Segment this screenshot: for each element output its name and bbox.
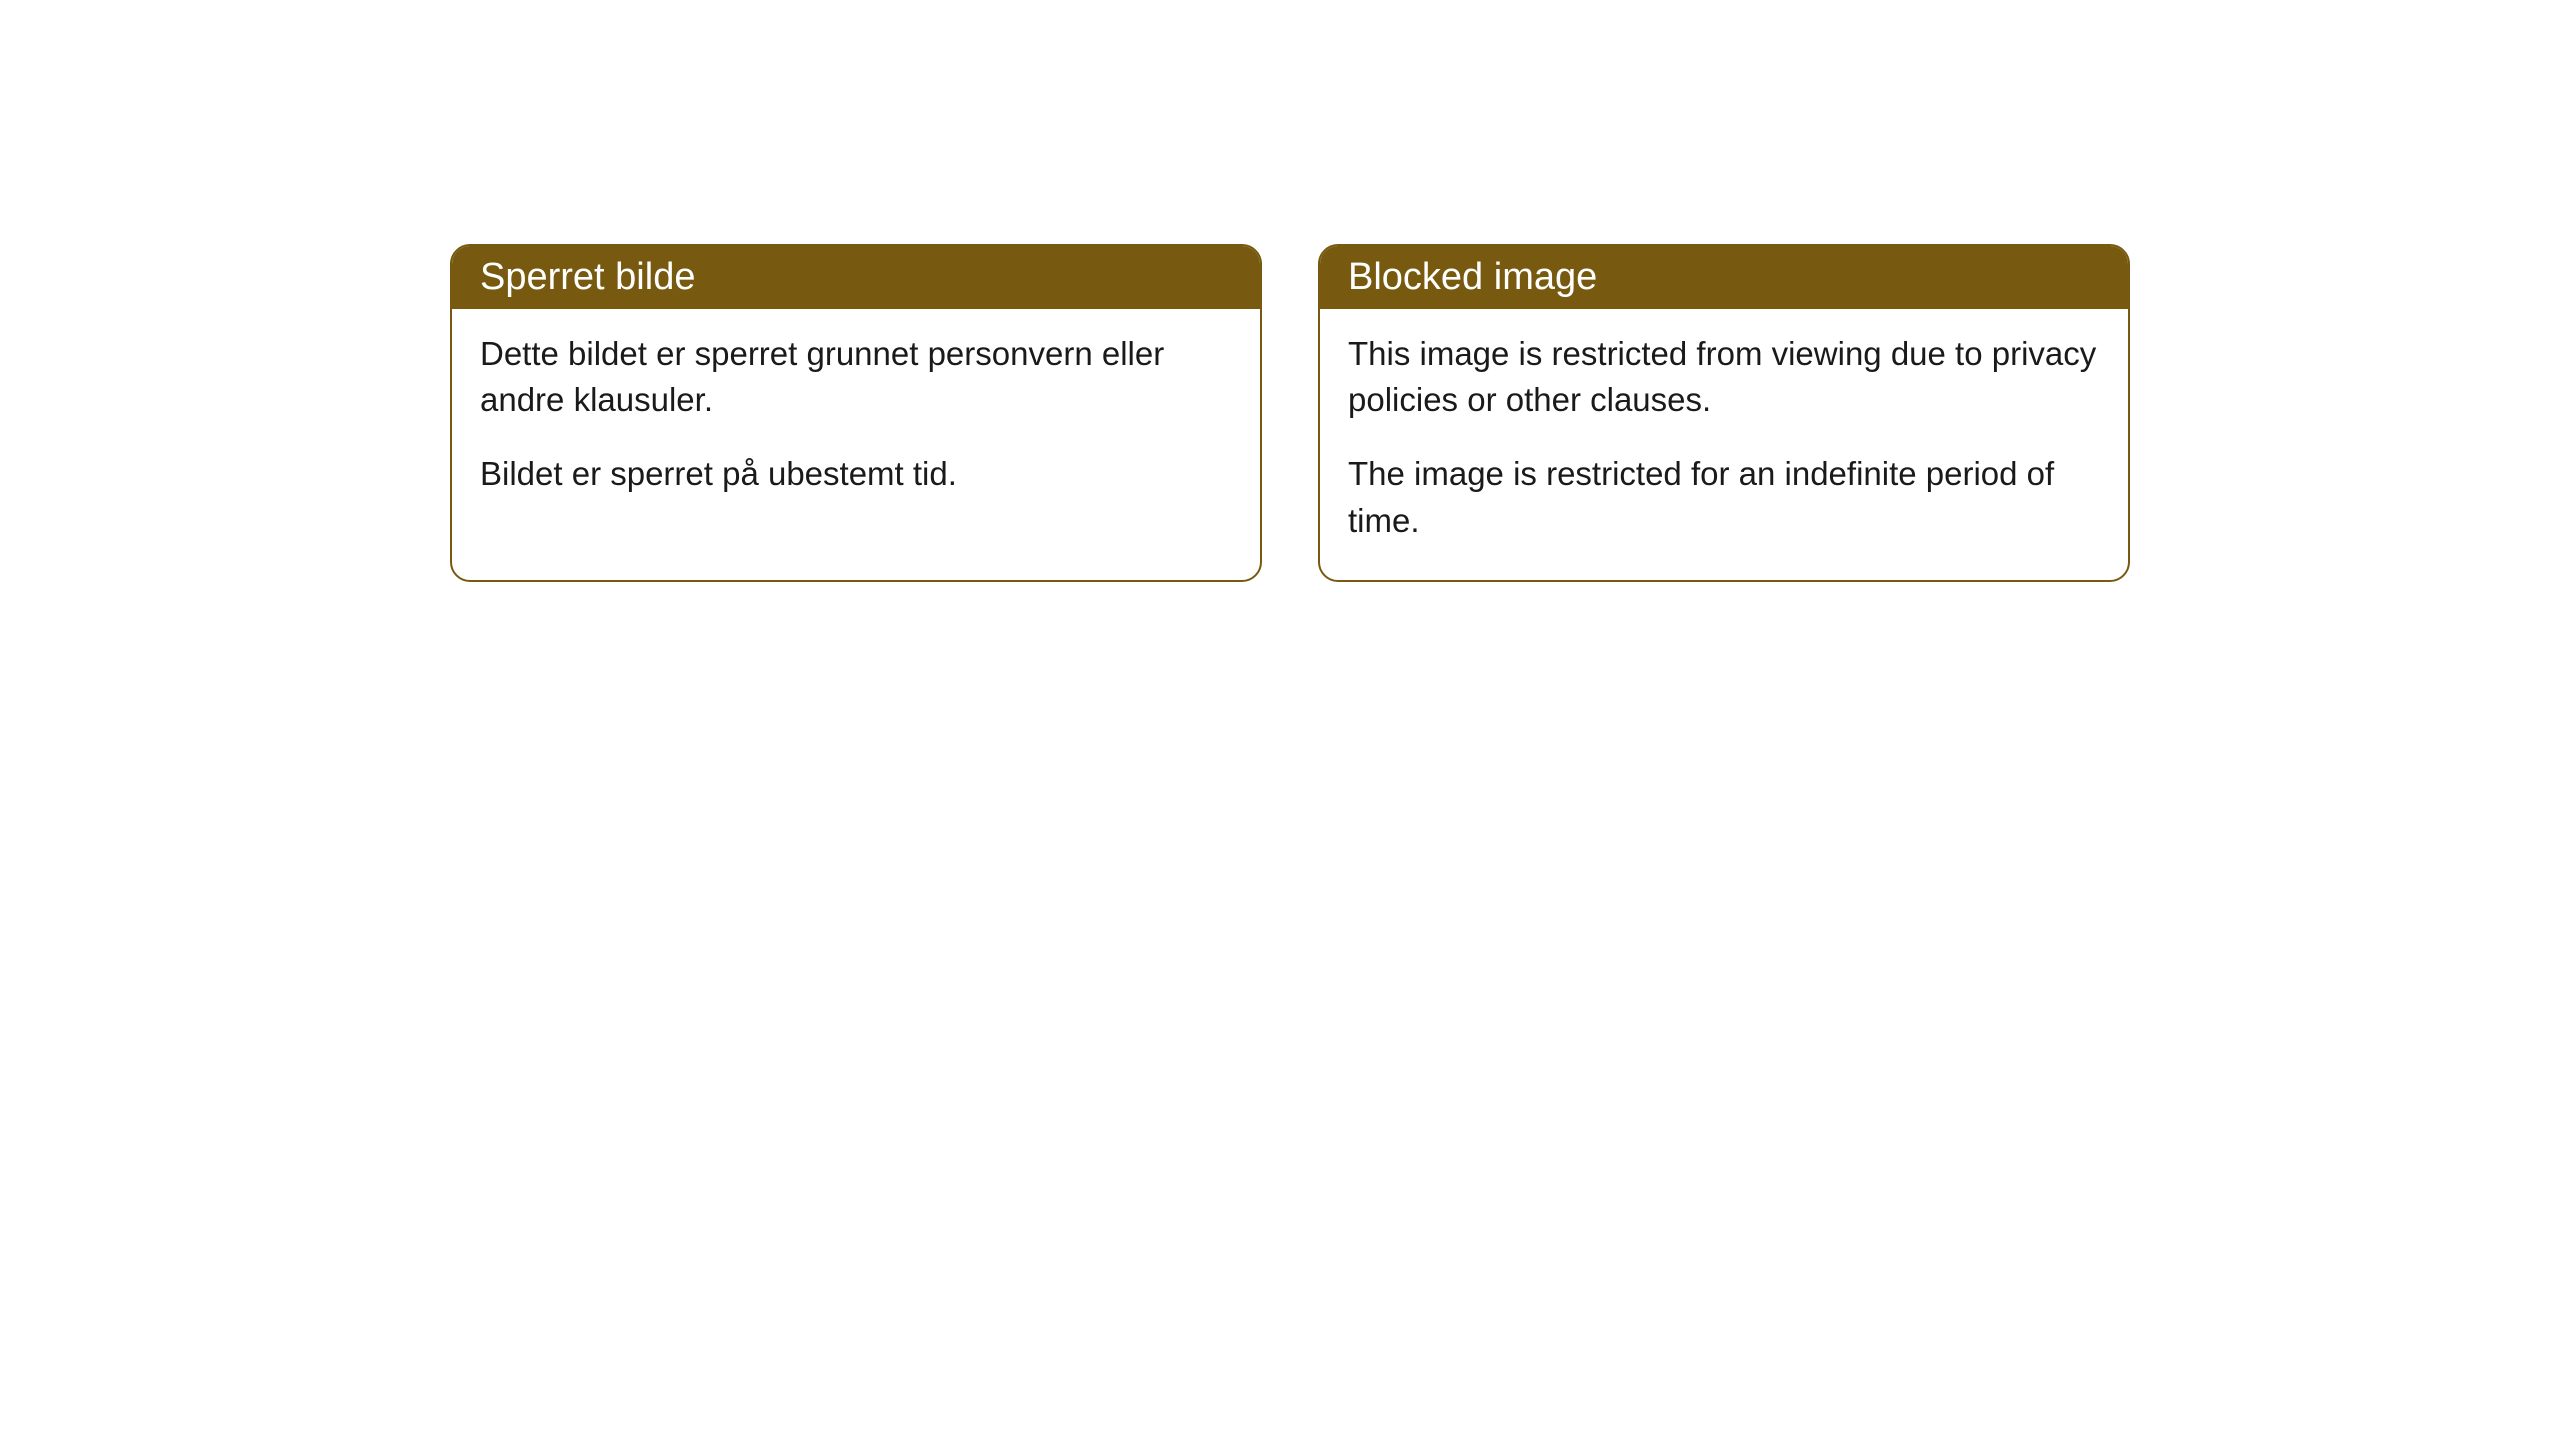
card-body-norwegian: Dette bildet er sperret grunnet personve… bbox=[452, 309, 1260, 534]
card-paragraph-2-english: The image is restricted for an indefinit… bbox=[1348, 451, 2100, 543]
card-title-norwegian: Sperret bilde bbox=[480, 256, 695, 298]
card-body-english: This image is restricted from viewing du… bbox=[1320, 309, 2128, 580]
card-header-english: Blocked image bbox=[1320, 246, 2128, 309]
notice-cards-container: Sperret bilde Dette bildet er sperret gr… bbox=[450, 244, 2130, 582]
card-title-english: Blocked image bbox=[1348, 256, 1597, 298]
card-paragraph-1-english: This image is restricted from viewing du… bbox=[1348, 331, 2100, 423]
card-header-norwegian: Sperret bilde bbox=[452, 246, 1260, 309]
notice-card-english: Blocked image This image is restricted f… bbox=[1318, 244, 2130, 582]
card-paragraph-2-norwegian: Bildet er sperret på ubestemt tid. bbox=[480, 451, 1232, 497]
notice-card-norwegian: Sperret bilde Dette bildet er sperret gr… bbox=[450, 244, 1262, 582]
card-paragraph-1-norwegian: Dette bildet er sperret grunnet personve… bbox=[480, 331, 1232, 423]
